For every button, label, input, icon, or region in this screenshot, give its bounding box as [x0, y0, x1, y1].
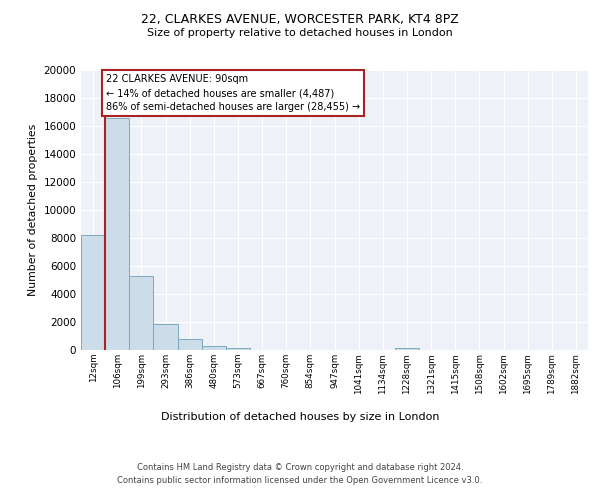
- Text: 22, CLARKES AVENUE, WORCESTER PARK, KT4 8PZ: 22, CLARKES AVENUE, WORCESTER PARK, KT4 …: [141, 12, 459, 26]
- Bar: [202, 346, 226, 350]
- Text: Contains public sector information licensed under the Open Government Licence v3: Contains public sector information licen…: [118, 476, 482, 485]
- Bar: [226, 348, 250, 350]
- Bar: [154, 324, 178, 350]
- Y-axis label: Number of detached properties: Number of detached properties: [28, 124, 38, 296]
- Bar: [81, 235, 105, 350]
- Bar: [178, 339, 202, 350]
- Text: Size of property relative to detached houses in London: Size of property relative to detached ho…: [147, 28, 453, 38]
- Bar: [105, 118, 129, 350]
- Bar: [129, 276, 154, 350]
- Text: 22 CLARKES AVENUE: 90sqm
← 14% of detached houses are smaller (4,487)
86% of sem: 22 CLARKES AVENUE: 90sqm ← 14% of detach…: [106, 74, 361, 112]
- Bar: [395, 348, 419, 350]
- Text: Distribution of detached houses by size in London: Distribution of detached houses by size …: [161, 412, 439, 422]
- Text: Contains HM Land Registry data © Crown copyright and database right 2024.: Contains HM Land Registry data © Crown c…: [137, 462, 463, 471]
